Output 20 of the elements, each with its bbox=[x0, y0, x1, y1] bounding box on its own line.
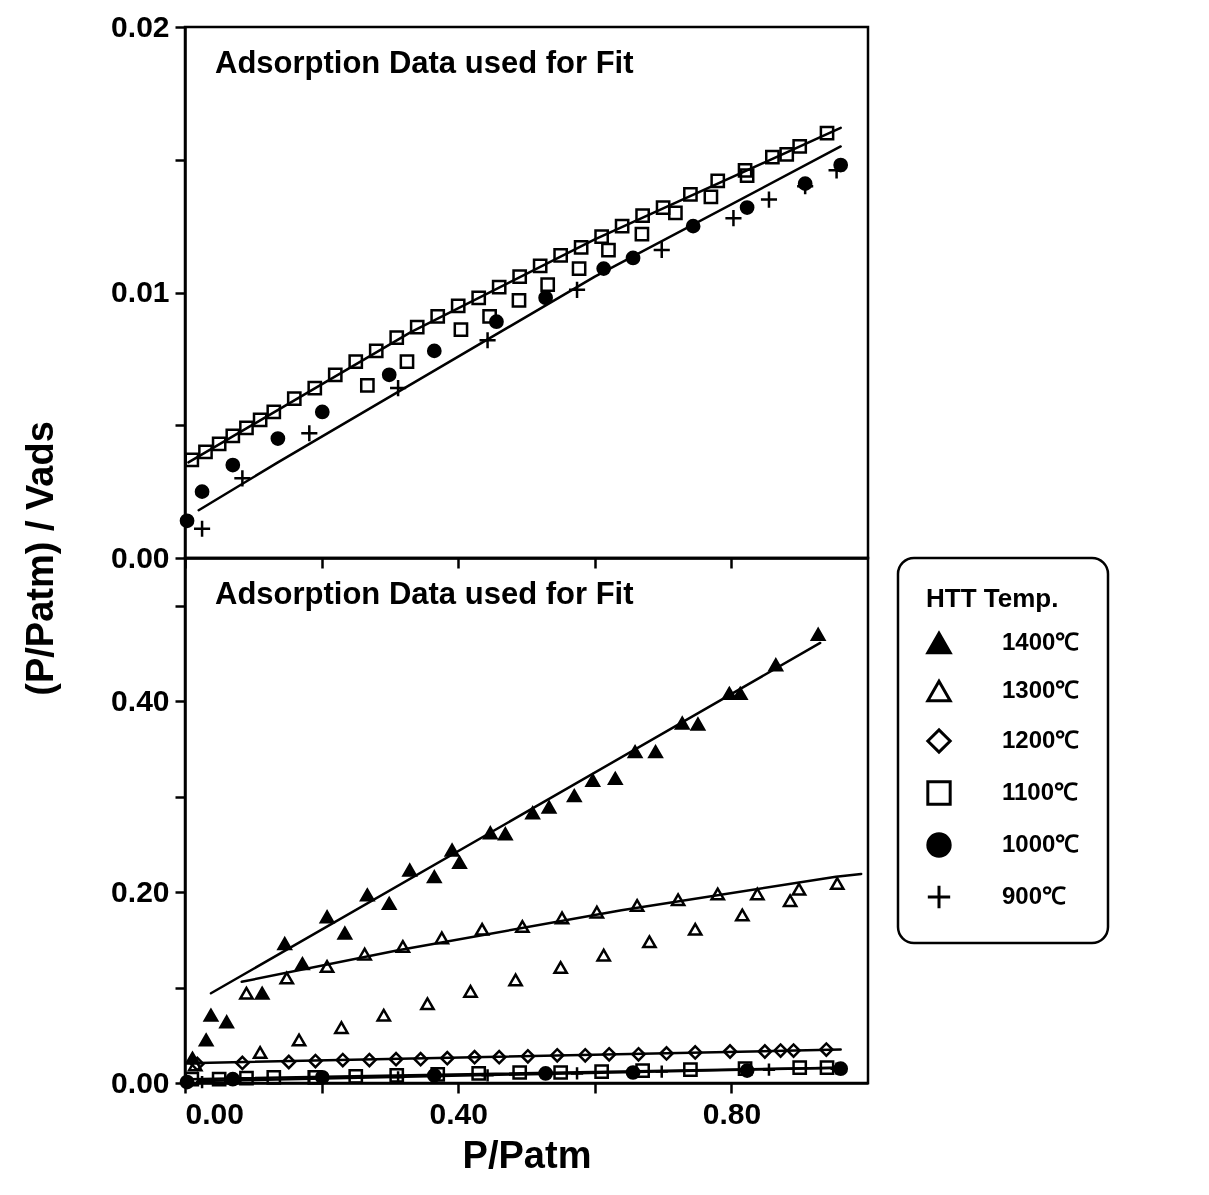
y-axis-title: (P/Patm) / Vads bbox=[18, 421, 61, 696]
x-tick-label: 0.00 bbox=[185, 1096, 244, 1130]
x-tick-label: 0.80 bbox=[702, 1096, 762, 1130]
y-tick-label: 0.02 bbox=[111, 9, 170, 43]
annotation: Adsorption Data used for Fit bbox=[215, 576, 634, 611]
y-tick-label: 0.00 bbox=[111, 1065, 170, 1099]
legend-label: 1400℃ bbox=[1002, 628, 1080, 655]
legend-title: HTT Temp. bbox=[926, 583, 1059, 613]
legend-label: 1300℃ bbox=[1002, 676, 1080, 703]
x-tick-label: 0.40 bbox=[429, 1096, 488, 1130]
annotation: Adsorption Data used for Fit bbox=[215, 45, 634, 80]
legend-label: 1000℃ bbox=[1002, 830, 1080, 857]
y-tick-label: 0.20 bbox=[111, 874, 170, 908]
y-tick-label: 0.40 bbox=[111, 683, 170, 717]
x-axis-title: P/Patm bbox=[462, 1133, 592, 1176]
legend-label: 900℃ bbox=[1002, 882, 1067, 909]
y-tick-label: 0.00 bbox=[111, 540, 170, 574]
legend-label: 1200℃ bbox=[1002, 726, 1080, 753]
y-tick-label: 0.01 bbox=[111, 275, 170, 308]
legend-label: 1100℃ bbox=[1002, 778, 1079, 805]
